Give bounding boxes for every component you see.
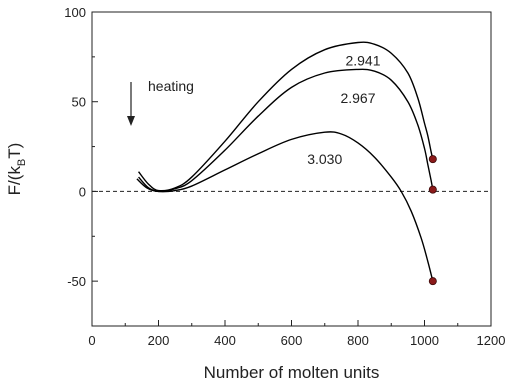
series-labels: 2.941 2.967 3.030 <box>307 52 380 167</box>
series-line-2.967 <box>136 68 434 193</box>
series-line-2.941 <box>137 41 434 192</box>
endpoint-marker <box>428 155 437 164</box>
heating-annotation: heating <box>127 78 194 126</box>
y-tick-label: 100 <box>64 5 86 20</box>
x-tick-label: 200 <box>148 333 170 348</box>
y-tick-label: 50 <box>72 95 86 110</box>
x-tick-label: 1000 <box>410 333 439 348</box>
series-label-2.967: 2.967 <box>340 90 375 106</box>
x-tick-label: 400 <box>214 333 236 348</box>
y-tick-label: -50 <box>67 274 86 289</box>
x-tick-label: 600 <box>281 333 303 348</box>
heating-arrow-head <box>127 116 135 126</box>
axis-ticks: 0 200 400 600 800 1000 1200 -50 0 50 100 <box>64 5 505 348</box>
series-group <box>136 41 434 282</box>
x-tick-label: 800 <box>347 333 369 348</box>
x-tick-label: 1200 <box>477 333 506 348</box>
endpoint-markers <box>428 155 437 286</box>
plot-frame <box>91 11 492 327</box>
y-tick-label: 0 <box>79 184 86 199</box>
y-axis-title-sub: B <box>16 159 28 166</box>
endpoint-marker <box>428 185 437 194</box>
y-axis-title-tail: T) <box>5 143 24 159</box>
series-label-3.030: 3.030 <box>307 151 342 167</box>
x-tick-label: 0 <box>88 333 95 348</box>
series-label-2.941: 2.941 <box>345 52 380 68</box>
y-axis-title-main: F/(k <box>5 166 24 196</box>
heating-label: heating <box>148 78 194 94</box>
series-line-3.030 <box>138 131 434 282</box>
y-axis-title: F/(kBT) <box>5 143 28 196</box>
endpoint-marker <box>428 277 437 286</box>
x-axis-title: Number of molten units <box>204 363 380 382</box>
